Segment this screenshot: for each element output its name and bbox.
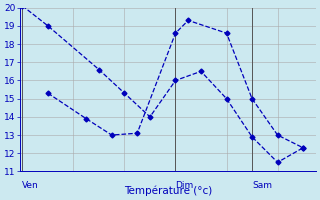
Text: Dim: Dim [175, 181, 194, 190]
Text: Ven: Ven [22, 181, 39, 190]
Text: Sam: Sam [252, 181, 272, 190]
X-axis label: Température (°c): Température (°c) [124, 185, 212, 196]
